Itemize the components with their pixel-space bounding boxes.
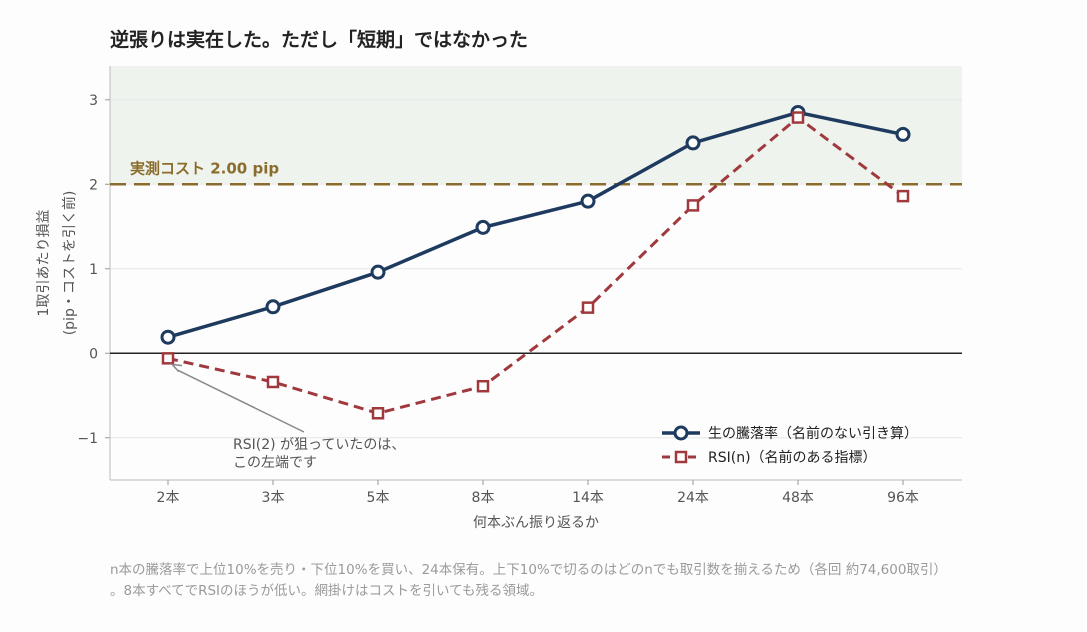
- x-axis-label: 何本ぶん振り返るか: [473, 515, 599, 531]
- y-axis-label-line2: (pip・コストを引く前): [61, 191, 78, 336]
- x-tick-label: 96本: [887, 490, 919, 506]
- x-tick-label: 14本: [572, 490, 604, 506]
- y-axis-label-line1: 1取引あたり損益: [36, 210, 52, 317]
- y-tick-label: 0: [89, 346, 98, 362]
- point-0: [370, 264, 386, 280]
- point-1: [371, 407, 385, 420]
- caption-line2: 。8本すべてでRSIのほうが低い。網掛けはコストを引いても残る領域。: [110, 583, 543, 599]
- point-1: [161, 352, 175, 365]
- y-tick-label: 1: [89, 262, 98, 278]
- caption-line1: n本の騰落率で上位10%を売り・下位10%を買い、24本保有。上下10%で切るの…: [110, 562, 947, 578]
- point-0: [895, 126, 911, 142]
- chart-title: 逆張りは実在した。ただし「短期」ではなかった: [110, 28, 528, 51]
- y-tick-label: 3: [89, 93, 98, 109]
- legend-label-raw: 生の騰落率（名前のない引き算）: [708, 425, 918, 442]
- annotation: RSI(2) が狙っていたのは、 この左端です: [233, 437, 405, 471]
- point-1: [686, 199, 700, 212]
- point-1: [896, 189, 910, 203]
- point-1: [581, 301, 595, 314]
- cost-line-label: 実測コスト 2.00 pip: [130, 159, 279, 177]
- point-0: [160, 329, 176, 345]
- x-tick-label: 5本: [367, 490, 390, 506]
- shaded-region: [110, 66, 962, 185]
- x-tick-label: 2本: [157, 490, 180, 506]
- legend: 生の騰落率（名前のない引き算） RSI(n)（名前のある指標）: [662, 425, 918, 466]
- annotation-arrow-head: [170, 363, 183, 373]
- annotation-line2: この左端です: [233, 455, 317, 471]
- legend-label-rsi: RSI(n)（名前のある指標）: [708, 449, 877, 466]
- legend-marker-raw: [673, 425, 689, 441]
- x-tick-label: 8本: [472, 490, 495, 506]
- annotation-line1: RSI(2) が狙っていたのは、: [233, 437, 405, 453]
- point-0: [685, 135, 701, 151]
- caption: n本の騰落率で上位10%を売り・下位10%を買い、24本保有。上下10%で切るの…: [110, 560, 1070, 602]
- x-tick-label: 3本: [262, 490, 285, 506]
- annotation-arrow-line: [177, 369, 305, 433]
- series-line-0: [167, 110, 904, 339]
- x-tick-label: 24本: [677, 490, 709, 506]
- point-1: [791, 111, 805, 124]
- point-1: [266, 375, 280, 389]
- y-tick-label: −1: [77, 431, 98, 447]
- y-axis-label-group: 1取引あたり損益 (pip・コストを引く前): [36, 191, 78, 336]
- point-1: [476, 379, 490, 393]
- plot-area: 3 2 1 0 −1 2本 3本 5本 8本 14本 24本 48本 96本: [77, 66, 962, 506]
- point-0: [475, 219, 491, 235]
- y-tick-label: 2: [89, 177, 98, 193]
- series-line-1: [167, 116, 904, 415]
- point-0: [265, 299, 281, 315]
- x-tick-label: 48本: [782, 490, 814, 506]
- legend-marker-rsi: [674, 450, 688, 464]
- point-0: [580, 193, 596, 209]
